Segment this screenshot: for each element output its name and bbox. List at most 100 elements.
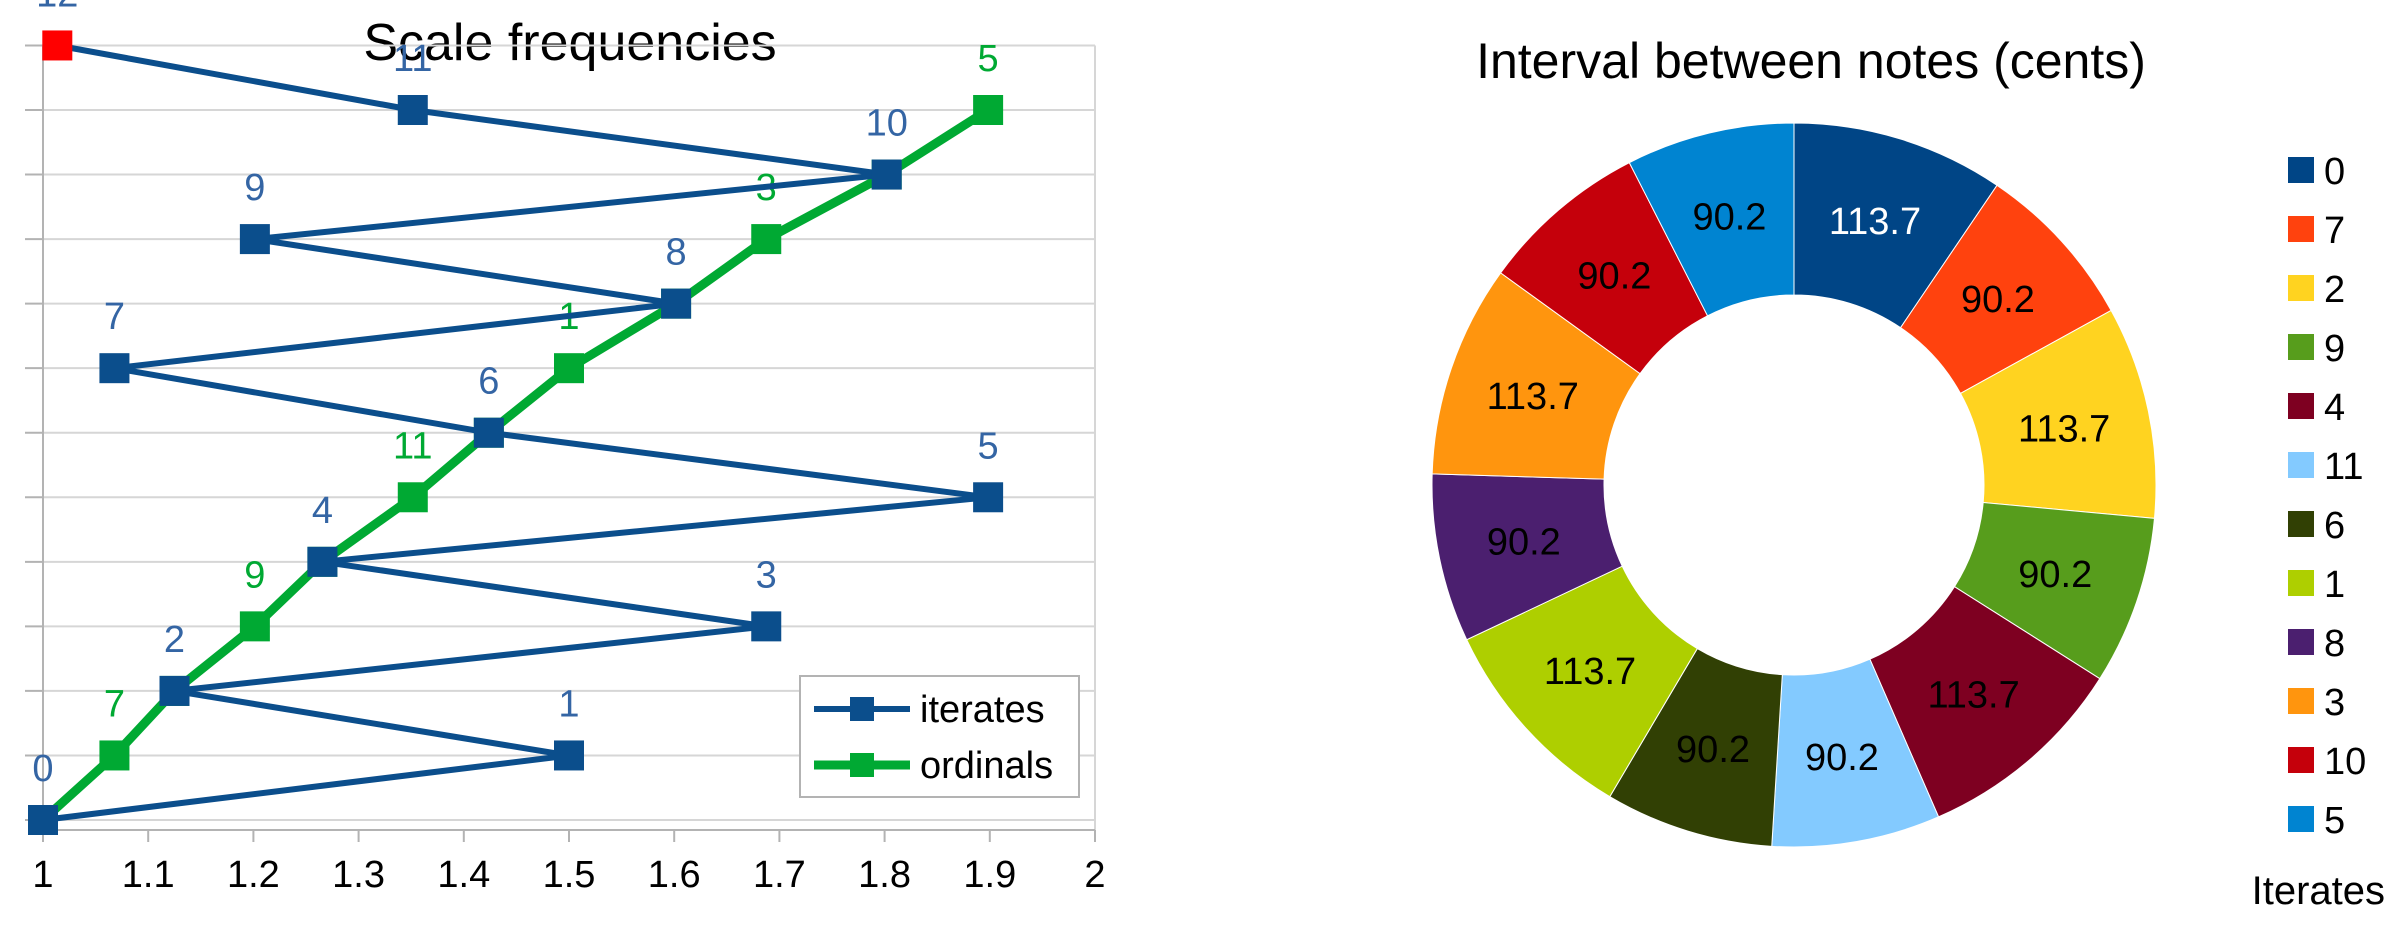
data-point-ordinals	[751, 224, 782, 255]
data-label-iterates: 7	[104, 296, 125, 338]
slice-value-label: 90.2	[1805, 737, 1879, 779]
slice-labels: 113.7 90.2 113.7 90.2 113.7 90.2 90.2 113.7 90.2…	[1487, 197, 2111, 779]
legend-entry-9: 9	[2288, 328, 2345, 370]
slice-value-label: 90.2	[1692, 197, 1766, 239]
data-label-iterates: 8	[666, 232, 687, 274]
data-label-ordinals: 9	[244, 554, 265, 596]
legend-marker-iterates	[850, 697, 874, 721]
legend-entry-11: 11	[2288, 446, 2363, 488]
data-label-iterates: 4	[312, 490, 333, 532]
chart-title: Scale frequencies	[363, 14, 776, 72]
data-point-ordinals	[397, 482, 428, 513]
legend-label: 11	[2324, 446, 2363, 488]
data-point-iterates	[661, 288, 692, 319]
data-point-iterates	[751, 611, 782, 642]
legend-label: 6	[2324, 505, 2345, 547]
legend-swatch	[2288, 452, 2314, 478]
data-point-ordinals	[973, 95, 1004, 125]
slice-value-label: 90.2	[1487, 521, 1561, 563]
data-label-ordinals: 11	[393, 425, 432, 467]
legend-swatch	[2288, 747, 2314, 773]
slice-value-label: 113.7	[1829, 201, 1921, 243]
legend-label: 8	[2324, 623, 2345, 665]
legend-label: 7	[2324, 210, 2345, 252]
legend-swatch	[2288, 275, 2314, 301]
data-point-iterates	[99, 353, 130, 384]
data-point-iterates	[473, 417, 504, 448]
legend-swatch	[2288, 216, 2314, 242]
x-tick-label: 1.9	[963, 854, 1016, 896]
legend-entry-8: 8	[2288, 623, 2345, 665]
x-tick-label: 1	[32, 854, 53, 896]
data-label-iterates: 6	[478, 361, 499, 403]
legend-entry-iterates: iterates	[814, 689, 1045, 731]
donut-slice-5	[1628, 122, 1795, 317]
legend-entry-5: 5	[2288, 800, 2345, 842]
slice-value-label: 90.2	[1961, 279, 2035, 321]
slice-value-label: 113.7	[1487, 376, 1579, 418]
legend-swatch	[2288, 334, 2314, 360]
donut-slices	[1431, 122, 2157, 848]
legend-entry-0: 0	[2288, 151, 2345, 193]
data-point-ordinals	[554, 353, 584, 384]
legend-swatch	[2288, 511, 2314, 537]
data-label-iterates: 12	[36, 0, 78, 15]
x-tick-label: 1.8	[858, 854, 911, 896]
x-tick-label: 1.7	[753, 854, 806, 896]
data-point-iterates	[554, 740, 584, 771]
slice-value-label: 90.2	[2018, 554, 2092, 596]
x-tick-label: 1.6	[648, 854, 701, 896]
legend-entry-1: 1	[2288, 564, 2345, 606]
slice-value-label: 113.7	[1927, 675, 2019, 717]
data-point-iterates	[307, 546, 338, 577]
x-tick-label: 1.3	[332, 854, 385, 896]
legend-marker-ordinals	[850, 753, 874, 777]
x-tick-label: 2	[1084, 854, 1105, 896]
data-label-iterates: 11	[393, 38, 432, 80]
data-point-iterates	[973, 482, 1004, 513]
data-point-iterates	[159, 675, 190, 706]
slice-value-label: 90.2	[1676, 729, 1750, 771]
data-label-iterates: 2	[164, 619, 185, 661]
slice-value-label: 113.7	[1544, 651, 1636, 693]
legend: iterates ordinals	[799, 675, 1080, 798]
data-point-iterates	[28, 805, 58, 835]
legend-entry-6: 6	[2288, 505, 2345, 547]
x-tick-label: 1.2	[227, 854, 280, 896]
legend-swatch	[2288, 688, 2314, 714]
data-point-ordinals	[239, 611, 270, 642]
data-point-iterates	[397, 95, 428, 125]
legend-label: 5	[2324, 800, 2345, 842]
data-label-iterates: 5	[978, 425, 999, 467]
slice-value-label: 90.2	[1577, 255, 1651, 297]
legend-label: 1	[2324, 564, 2345, 606]
series-layer: 79111350123456789101112	[28, 0, 1004, 835]
legend-entry-4: 4	[2288, 387, 2345, 429]
interval-donut-chart: Interval between notes (cents) 113.7 90.2…	[1431, 33, 2385, 913]
legend-entry-10: 10	[2288, 741, 2366, 783]
legend-swatch	[2288, 393, 2314, 419]
data-label-iterates: 1	[558, 683, 579, 725]
legend-entry-3: 3	[2288, 682, 2345, 724]
legend-label-ordinals: ordinals	[920, 745, 1053, 787]
data-label-iterates: 9	[244, 167, 265, 209]
data-label-iterates: 3	[756, 554, 777, 596]
legend-label: 10	[2324, 741, 2366, 783]
data-point-iterates	[42, 30, 73, 61]
grid	[25, 44, 1096, 830]
legend-entry-7: 7	[2288, 210, 2345, 252]
scale-frequencies-chart: Scale frequencies 1 1.1 1.2 1.3 1.4 1.5 1.6 1.7…	[25, 0, 1106, 896]
legend-label-iterates: iterates	[920, 689, 1045, 731]
x-tick-label: 1.4	[437, 854, 490, 896]
data-label-ordinals: 7	[104, 683, 125, 725]
legend-label: 0	[2324, 151, 2345, 193]
slice-value-label: 113.7	[2018, 409, 2110, 451]
data-label-iterates: 10	[866, 103, 908, 145]
legend-swatch	[2288, 157, 2314, 183]
x-tick-label: 1.5	[543, 854, 596, 896]
legend-entry-ordinals: ordinals	[814, 745, 1053, 787]
legend-swatch	[2288, 629, 2314, 655]
legend-swatch	[2288, 806, 2314, 832]
